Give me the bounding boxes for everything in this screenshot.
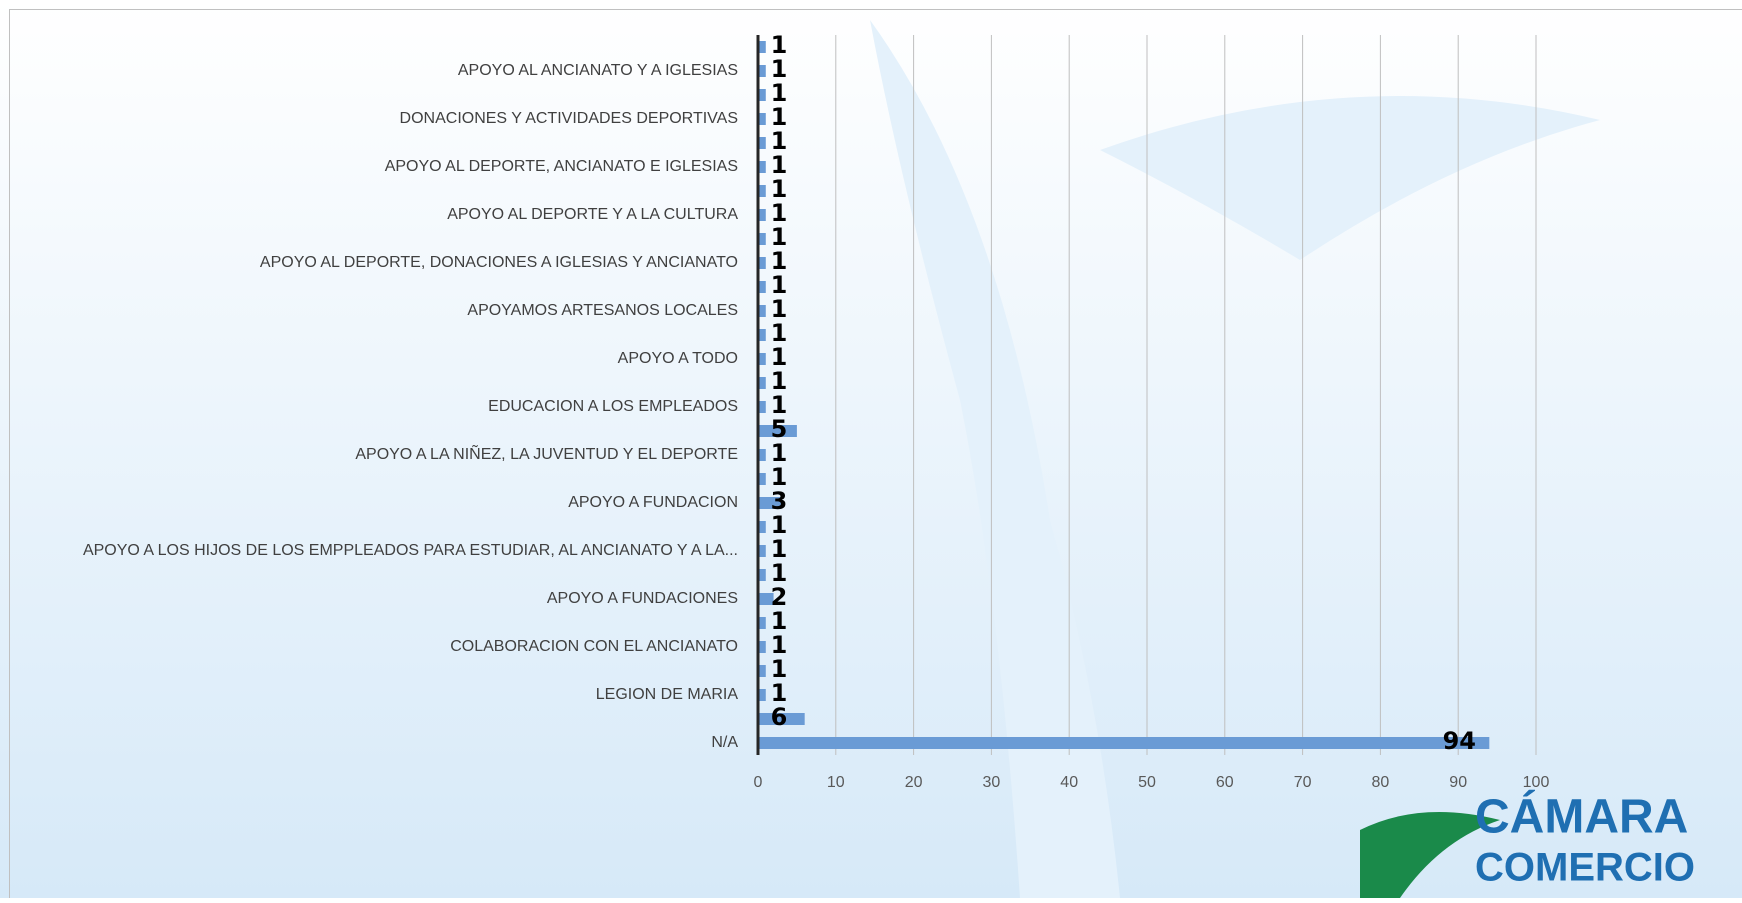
- x-tick-label: 30: [983, 774, 1001, 791]
- y-tick-label: APOYO A FUNDACIONES: [547, 590, 738, 607]
- y-tick-label: DONACIONES Y ACTIVIDADES DEPORTIVAS: [400, 110, 738, 127]
- x-tick-label: 100: [1523, 774, 1550, 791]
- x-tick-label: 20: [905, 774, 923, 791]
- data-label: 6: [771, 703, 788, 731]
- y-tick-label: N/A: [711, 734, 738, 751]
- x-tick-label: 50: [1138, 774, 1156, 791]
- y-tick-label: APOYO A LOS HIJOS DE LOS EMPPLEADOS PARA…: [83, 542, 738, 559]
- y-tick-label: LEGION DE MARIA: [596, 686, 739, 703]
- y-tick-label: APOYO AL DEPORTE, ANCIANATO E IGLESIAS: [385, 158, 738, 175]
- y-tick-label: APOYO A LA NIÑEZ, LA JUVENTUD Y EL DEPOR…: [355, 443, 738, 463]
- y-tick-label: COLABORACION CON EL ANCIANATO: [450, 638, 738, 655]
- y-tick-label: EDUCACION A LOS EMPLEADOS: [488, 398, 738, 415]
- x-tick-label: 70: [1294, 774, 1312, 791]
- logo-text: CÁMARA: [1475, 790, 1688, 844]
- x-tick-label: 60: [1216, 774, 1234, 791]
- data-label: 94: [1443, 727, 1476, 755]
- logo-subtext: COMERCIO: [1475, 846, 1695, 890]
- x-tick-label: 0: [754, 774, 763, 791]
- x-tick-label: 80: [1372, 774, 1390, 791]
- y-tick-label: APOYO AL ANCIANATO Y A IGLESIAS: [458, 62, 738, 79]
- y-tick-label: APOYO AL DEPORTE, DONACIONES A IGLESIAS …: [260, 254, 738, 271]
- y-tick-label: APOYO A TODO: [618, 350, 738, 367]
- x-tick-label: 90: [1449, 774, 1467, 791]
- bar: [758, 737, 1489, 749]
- y-tick-label: APOYAMOS ARTESANOS LOCALES: [467, 302, 738, 319]
- y-tick-label: APOYO AL DEPORTE Y A LA CULTURA: [447, 206, 738, 223]
- x-tick-label: 40: [1060, 774, 1078, 791]
- x-tick-label: 10: [827, 774, 845, 791]
- y-tick-label: APOYO A FUNDACION: [568, 494, 738, 511]
